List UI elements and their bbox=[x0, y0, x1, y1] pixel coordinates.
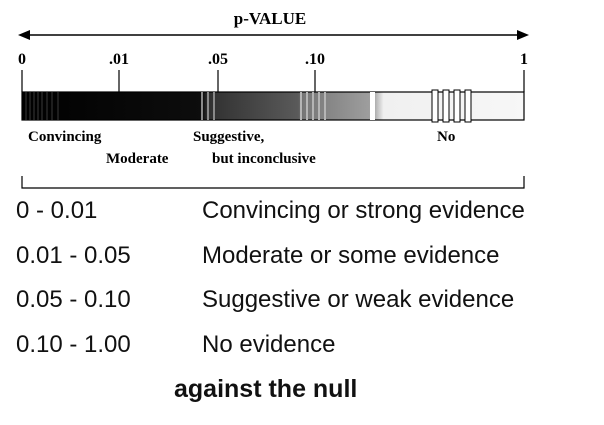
p-range: 0.10 - 1.00 bbox=[16, 331, 131, 358]
scale-bracket bbox=[21, 176, 525, 189]
evidence-description: Moderate or some evidence bbox=[202, 242, 500, 269]
p-range: 0.01 - 0.05 bbox=[16, 242, 131, 269]
evidence-description: No evidence bbox=[202, 331, 336, 358]
zone-label-moderate: Moderate bbox=[106, 151, 169, 167]
bar-breaks-none bbox=[431, 89, 472, 123]
zone-label-no: No bbox=[437, 129, 455, 145]
scale-title: p-VALUE bbox=[234, 9, 306, 28]
evidence-description: Convincing or strong evidence bbox=[202, 197, 525, 224]
p-range: 0.05 - 0.10 bbox=[16, 286, 131, 313]
evidence-description: Suggestive or weak evidence bbox=[202, 286, 515, 313]
p-range: 0 - 0.01 bbox=[16, 197, 98, 224]
tick-label-005: .05 bbox=[208, 51, 228, 68]
tick-label-0: 0 bbox=[18, 51, 26, 68]
tick-label-001: .01 bbox=[109, 51, 129, 68]
bar-stripes-moderate bbox=[201, 92, 215, 120]
zone-label-suggestive: Suggestive, bbox=[193, 129, 265, 145]
zone-label-convincing: Convincing bbox=[28, 129, 102, 145]
bar-stripes-strong bbox=[25, 92, 59, 120]
p-value-scale-diagram: p-VALUE 0 .01 .05 .10 1 bbox=[18, 9, 529, 189]
bar-stripes-suggestive bbox=[300, 92, 326, 120]
tick-marks bbox=[21, 70, 525, 92]
scale-arrow bbox=[18, 30, 529, 40]
tick-label-010: .10 bbox=[305, 51, 325, 68]
table-footer: against the null bbox=[174, 375, 358, 403]
p-value-bar bbox=[21, 89, 525, 123]
tick-label-1: 1 bbox=[520, 51, 528, 68]
zone-label-inconclusive: but inconclusive bbox=[212, 151, 316, 167]
